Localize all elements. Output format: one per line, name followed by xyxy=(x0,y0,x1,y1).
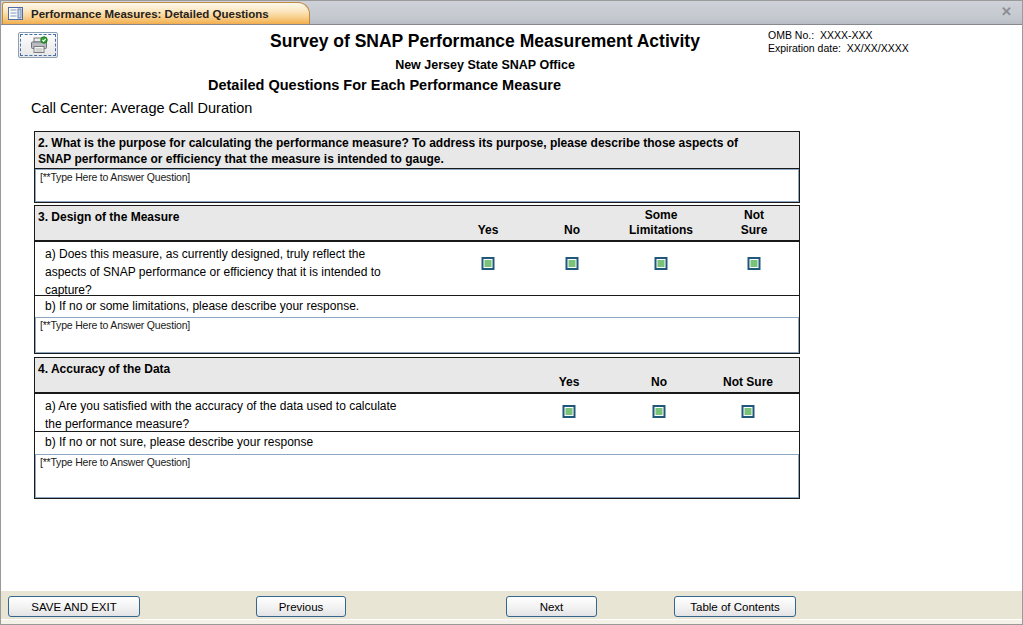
column-header-some-limitations: Some Limitations xyxy=(629,208,693,238)
tab-title: Performance Measures: Detailed Questions xyxy=(31,8,269,20)
form-icon xyxy=(8,7,23,20)
column-header-not-sure: Not Sure xyxy=(732,208,777,238)
application-window: Performance Measures: Detailed Questions… xyxy=(0,0,1023,625)
save-and-exit-button[interactable]: SAVE AND EXIT xyxy=(8,596,140,617)
print-button[interactable] xyxy=(18,32,58,58)
printer-icon xyxy=(30,36,48,55)
previous-button[interactable]: Previous xyxy=(256,596,346,617)
checkbox-q3a-yes[interactable] xyxy=(482,257,495,270)
document-tab-strip: Performance Measures: Detailed Questions… xyxy=(1,1,1022,25)
close-icon[interactable]: ✕ xyxy=(1001,5,1012,19)
question-2-block: 2. What is the purpose for calculating t… xyxy=(34,131,800,203)
checkbox-q4a-no[interactable] xyxy=(653,405,666,418)
checkbox-q3a-no[interactable] xyxy=(566,257,579,270)
question-3-text: 3. Design of the Measure xyxy=(38,209,179,225)
question-3-header: 3. Design of the Measure Yes No Some Lim… xyxy=(35,206,799,242)
column-header-no: No xyxy=(651,375,667,390)
office-subtitle: New Jersey State SNAP Office xyxy=(395,58,575,72)
checkbox-q3a-some-limitations[interactable] xyxy=(655,257,668,270)
question-3a-row: a) Does this measure, as currently desig… xyxy=(35,242,799,296)
table-of-contents-button[interactable]: Table of Contents xyxy=(674,596,796,617)
section-subtitle: Detailed Questions For Each Performance … xyxy=(208,77,561,93)
answer-textarea-q3b[interactable]: [**Type Here to Answer Question] xyxy=(35,317,799,353)
question-4-block: 4. Accuracy of the Data Yes No Not Sure … xyxy=(34,357,800,499)
page-title: Survey of SNAP Performance Measurement A… xyxy=(270,31,700,52)
measure-title: Call Center: Average Call Duration xyxy=(31,100,252,116)
checkbox-q3a-not-sure[interactable] xyxy=(748,257,761,270)
question-4a-row: a) Are you satisfied with the accuracy o… xyxy=(35,394,799,432)
column-header-yes: Yes xyxy=(559,375,580,390)
column-header-no: No xyxy=(564,223,580,238)
question-4b-text: b) If no or not sure, please describe yo… xyxy=(35,432,799,454)
question-2-header: 2. What is the purpose for calculating t… xyxy=(35,132,799,169)
question-4-header: 4. Accuracy of the Data Yes No Not Sure xyxy=(35,358,799,394)
question-4a-text: a) Are you satisfied with the accuracy o… xyxy=(45,397,397,433)
question-3b-text: b) If no or some limitations, please des… xyxy=(35,296,799,317)
next-button[interactable]: Next xyxy=(506,596,597,617)
omb-info: OMB No.: XXXX-XXX Expiration date: XX/XX… xyxy=(768,29,909,55)
omb-number: OMB No.: XXXX-XXX xyxy=(768,29,909,42)
column-header-not-sure: Not Sure xyxy=(723,375,773,390)
column-header-yes: Yes xyxy=(478,223,499,238)
answer-textarea-q2[interactable]: [**Type Here to Answer Question] xyxy=(35,169,799,202)
answer-textarea-q4b[interactable]: [**Type Here to Answer Question] xyxy=(35,454,799,498)
checkbox-q4a-not-sure[interactable] xyxy=(742,405,755,418)
question-4-text: 4. Accuracy of the Data xyxy=(38,361,170,377)
expiration-date: Expiration date: XX/XX/XXXX xyxy=(768,42,909,55)
question-3a-text: a) Does this measure, as currently desig… xyxy=(45,245,381,299)
footer-strip-lower xyxy=(1,619,1022,625)
tab-performance-measures-detailed-questions[interactable]: Performance Measures: Detailed Questions xyxy=(2,2,310,24)
question-2-text: 2. What is the purpose for calculating t… xyxy=(38,135,738,167)
checkbox-q4a-yes[interactable] xyxy=(563,405,576,418)
question-3-block: 3. Design of the Measure Yes No Some Lim… xyxy=(34,205,800,354)
